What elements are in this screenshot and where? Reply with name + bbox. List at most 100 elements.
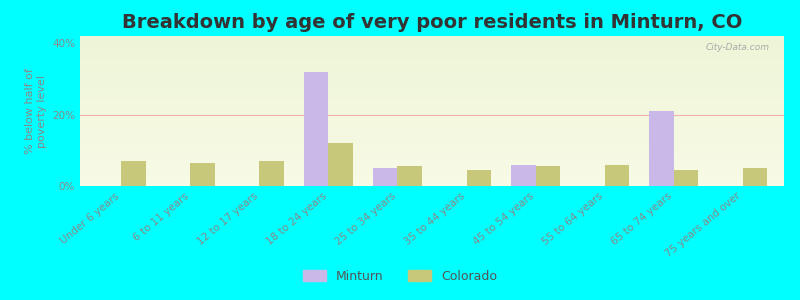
Bar [466, 170, 490, 186]
Bar [80, 128, 784, 129]
Bar [80, 81, 784, 82]
Bar [80, 154, 784, 155]
Bar [80, 44, 784, 45]
Bar [80, 57, 784, 58]
Bar [80, 141, 784, 142]
Y-axis label: % below half of
poverty level: % below half of poverty level [25, 68, 46, 154]
Bar [80, 109, 784, 110]
Bar [80, 108, 784, 109]
Bar [80, 85, 784, 86]
Bar [80, 48, 784, 49]
Bar [80, 95, 784, 96]
Text: City-Data.com: City-Data.com [706, 44, 770, 52]
Bar [80, 75, 784, 76]
Bar [80, 155, 784, 156]
Bar [80, 36, 784, 37]
Bar [80, 142, 784, 143]
Bar [80, 71, 784, 72]
Bar [80, 157, 784, 158]
Bar [80, 112, 784, 113]
Bar [80, 143, 784, 144]
Bar [80, 40, 784, 41]
Bar [80, 150, 784, 151]
Bar [259, 161, 284, 186]
Bar [80, 87, 784, 88]
Bar [80, 67, 784, 68]
Bar [80, 149, 784, 150]
Bar [80, 172, 784, 173]
Bar [80, 147, 784, 148]
Bar [80, 130, 784, 131]
Bar [80, 134, 784, 135]
Bar [329, 143, 353, 186]
Bar [80, 120, 784, 121]
Bar [80, 174, 784, 175]
Bar [80, 54, 784, 55]
Bar [80, 82, 784, 83]
Bar [80, 122, 784, 123]
Bar [80, 148, 784, 149]
Bar [80, 50, 784, 51]
Bar [80, 184, 784, 185]
Bar [80, 159, 784, 160]
Bar [80, 41, 784, 42]
Bar [80, 77, 784, 78]
Bar [80, 62, 784, 63]
Bar [80, 180, 784, 181]
Bar [80, 121, 784, 122]
Bar [80, 92, 784, 93]
Bar [535, 167, 560, 186]
Bar [80, 169, 784, 170]
Bar [80, 97, 784, 98]
Bar [80, 124, 784, 125]
Bar [80, 83, 784, 84]
Bar [80, 126, 784, 127]
Bar [80, 74, 784, 75]
Bar [80, 90, 784, 91]
Bar [80, 182, 784, 183]
Bar [80, 131, 784, 132]
Bar [80, 181, 784, 182]
Bar [80, 133, 784, 134]
Bar [80, 64, 784, 65]
Bar [80, 145, 784, 146]
Bar [80, 106, 784, 107]
Bar [80, 39, 784, 40]
Bar [80, 164, 784, 165]
Legend: Minturn, Colorado: Minturn, Colorado [298, 265, 502, 288]
Bar [80, 70, 784, 71]
Bar [80, 153, 784, 154]
Bar [80, 105, 784, 106]
Bar [80, 66, 784, 67]
Bar [80, 129, 784, 130]
Bar [80, 151, 784, 152]
Bar [80, 135, 784, 136]
Bar [80, 158, 784, 159]
Bar [80, 185, 784, 186]
Bar [80, 113, 784, 114]
Title: Breakdown by age of very poor residents in Minturn, CO: Breakdown by age of very poor residents … [122, 13, 742, 32]
Bar [80, 140, 784, 141]
Bar [80, 47, 784, 48]
Bar [80, 55, 784, 56]
Bar [80, 125, 784, 126]
Bar [80, 132, 784, 133]
Bar [374, 168, 398, 186]
Bar [80, 99, 784, 100]
Bar [80, 93, 784, 94]
Bar [80, 38, 784, 39]
Bar [80, 103, 784, 104]
Bar [80, 177, 784, 178]
Bar [80, 76, 784, 77]
Bar [304, 72, 329, 186]
Bar [80, 119, 784, 120]
Bar [80, 100, 784, 101]
Bar [80, 59, 784, 60]
Bar [80, 176, 784, 177]
Bar [80, 78, 784, 79]
Bar [80, 107, 784, 108]
Bar [80, 127, 784, 128]
Bar [80, 63, 784, 64]
Bar [80, 146, 784, 147]
Bar [80, 68, 784, 69]
